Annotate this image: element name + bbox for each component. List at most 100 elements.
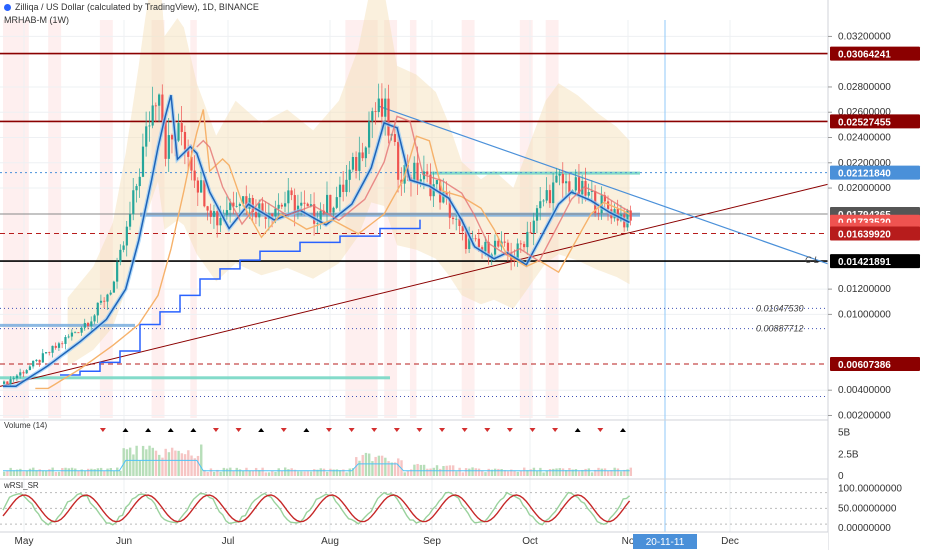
volume-bar (406, 470, 410, 476)
candle-body (180, 123, 183, 132)
candle-body (477, 238, 481, 248)
volume-bar (200, 444, 203, 476)
candle-body (364, 147, 367, 159)
candle-body (103, 300, 106, 302)
candle-body (519, 243, 522, 245)
candle-body (167, 135, 170, 159)
candle-body (212, 211, 216, 217)
candle-body (380, 98, 384, 117)
candle-body (242, 196, 245, 204)
candle-body (112, 281, 116, 293)
volume-bar (361, 454, 364, 476)
volume-bar (170, 447, 174, 476)
price-label-box (830, 254, 920, 269)
candle-body (80, 327, 83, 333)
volume-tick-label: 0 (838, 471, 844, 482)
candle-body (209, 210, 212, 217)
volume-bar (54, 472, 58, 476)
candle-body (151, 105, 154, 126)
candle-body (532, 220, 535, 233)
osc-fast-line (2, 491, 631, 526)
candle-body (125, 226, 128, 246)
candle-body (161, 94, 164, 121)
volume-bar (590, 472, 594, 476)
volume-bar (316, 469, 319, 476)
candle-body (51, 345, 54, 353)
candle-body (338, 184, 342, 198)
volume-bar (319, 468, 322, 476)
candle-body (109, 292, 112, 295)
volume-bar (83, 470, 87, 476)
volume-bar (277, 468, 280, 476)
candle-body (377, 98, 380, 113)
signal-highlight-5 (345, 20, 378, 418)
volume-bar (77, 470, 80, 476)
volume-bar (351, 468, 355, 476)
candle-body (374, 111, 377, 113)
volume-bar (471, 467, 474, 476)
volume-bar (193, 458, 196, 476)
candle-body (277, 204, 280, 209)
volume-bar (248, 470, 251, 476)
candle-body (384, 98, 387, 117)
candle-body (86, 322, 90, 327)
inline-level-label: 0.00887712 (756, 324, 804, 334)
candle-body (316, 223, 319, 225)
signal-highlight-0 (3, 20, 29, 418)
volume-bar (403, 472, 406, 476)
candle-body (54, 345, 57, 348)
time-label: Dec (721, 536, 739, 547)
volume-bar (35, 470, 38, 476)
trend-lines (0, 105, 829, 387)
volume-bar (242, 470, 245, 476)
signal-highlight-7 (409, 20, 417, 418)
stepped-support-line (60, 219, 421, 376)
volume-signal-marker (371, 428, 378, 432)
price-tick-label: 0.02600000 (838, 107, 891, 118)
volume-bar (103, 470, 106, 476)
indicator-label: MRHAB-M (1W) (4, 15, 69, 25)
candle-body (141, 146, 145, 177)
volume-bar (619, 471, 623, 476)
candle-body (355, 157, 358, 171)
price-label-box (830, 46, 920, 61)
sma-slow-line (35, 109, 630, 390)
volume-bar (577, 471, 581, 476)
price-axis: 0.03200000 0.02800000 0.02600000 0.02400000… (756, 0, 932, 550)
time-cursor-box (633, 534, 697, 549)
candle-body (290, 190, 293, 196)
volume-bar (48, 469, 51, 476)
volume-bar (251, 470, 255, 476)
candle-body (154, 105, 158, 107)
osc-tick-label: 100.00000000 (838, 484, 902, 495)
volume-bar (161, 457, 164, 476)
volume-bar (119, 470, 122, 476)
candle-body (261, 203, 264, 213)
volume-bar (254, 467, 258, 476)
candle-body (293, 195, 296, 213)
volume-bar (380, 455, 384, 476)
candle-body (435, 180, 439, 185)
volume-bar (61, 467, 64, 476)
volume-bar (93, 469, 96, 476)
candle-body (284, 203, 287, 207)
volume-bar (519, 470, 523, 476)
candle-body (393, 134, 397, 142)
volume-bar (67, 468, 70, 476)
candle-body (539, 201, 542, 209)
candle-body (545, 190, 548, 201)
signal-highlight-1 (48, 20, 62, 418)
candle-body (607, 201, 610, 210)
candle-body (32, 360, 35, 367)
candle-body (287, 190, 290, 204)
candle-body (99, 300, 103, 303)
volume-bar (313, 469, 316, 476)
volume-bar (409, 469, 413, 476)
volume-bar (219, 471, 222, 476)
candle-body (206, 206, 209, 211)
candle-body (219, 217, 222, 226)
volume-bar (629, 467, 633, 476)
volume-bar (32, 467, 35, 476)
volume-signal-marker (506, 428, 513, 432)
